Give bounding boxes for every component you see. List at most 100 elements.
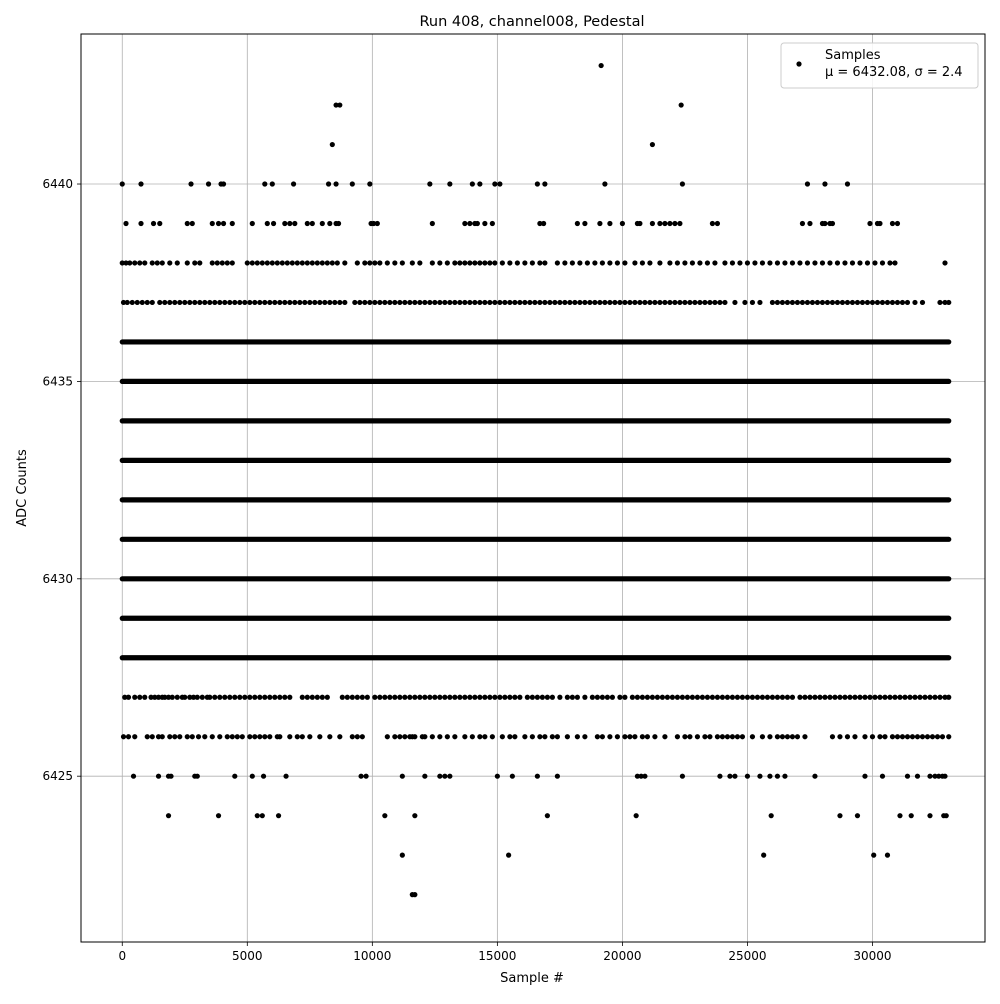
- data-point: [664, 694, 671, 700]
- x-tick-label: 15000: [478, 949, 516, 963]
- data-point: [422, 694, 428, 700]
- data-point: [319, 260, 325, 266]
- data-point: [889, 299, 896, 306]
- data-point: [822, 694, 828, 700]
- data-point: [259, 260, 265, 266]
- data-point: [169, 694, 175, 700]
- data-point: [682, 299, 688, 306]
- data-point: [667, 260, 673, 266]
- data-point: [167, 734, 173, 740]
- data-point: [842, 694, 848, 700]
- data-point: [270, 220, 277, 227]
- data-point: [177, 734, 183, 740]
- data-point: [167, 260, 173, 266]
- data-point: [123, 260, 129, 266]
- data-point: [594, 734, 600, 740]
- data-point: [649, 141, 656, 148]
- data-point: [267, 734, 273, 740]
- data-point: [387, 694, 393, 700]
- data-point: [694, 694, 701, 700]
- data-point: [702, 299, 708, 306]
- data-point: [188, 181, 194, 187]
- data-point: [374, 220, 380, 227]
- data-point: [677, 299, 683, 306]
- data-point: [904, 734, 911, 740]
- data-point: [335, 220, 342, 227]
- data-point: [804, 299, 811, 306]
- data-point: [447, 773, 453, 779]
- data-point: [242, 299, 248, 306]
- data-point: [574, 694, 580, 700]
- data-point: [862, 734, 868, 740]
- data-point: [539, 694, 545, 700]
- data-point: [602, 181, 608, 187]
- data-point: [517, 694, 523, 700]
- data-point: [699, 694, 706, 700]
- data-point: [942, 694, 948, 700]
- data-point: [871, 852, 877, 858]
- data-point: [412, 694, 418, 700]
- data-point: [362, 260, 368, 266]
- data-point: [447, 694, 453, 700]
- data-point: [912, 299, 918, 306]
- data-point: [224, 260, 230, 266]
- data-point: [774, 299, 781, 306]
- data-point: [672, 220, 678, 227]
- data-point: [894, 220, 901, 227]
- data-point: [927, 694, 933, 700]
- data-point: [357, 299, 363, 306]
- data-point: [946, 734, 952, 740]
- data-point: [562, 260, 568, 266]
- data-point: [482, 299, 488, 306]
- data-point: [562, 299, 568, 306]
- data-point: [689, 694, 696, 700]
- data-point: [687, 299, 693, 306]
- data-point: [842, 260, 848, 266]
- data-point: [849, 299, 856, 306]
- y-tick-label: 6430: [42, 572, 73, 586]
- data-point: [497, 299, 503, 306]
- data-point: [894, 299, 901, 306]
- data-point: [489, 734, 495, 740]
- data-point: [752, 260, 758, 266]
- data-point: [567, 299, 573, 306]
- data-point: [627, 734, 633, 740]
- data-point: [402, 734, 408, 740]
- data-point: [397, 694, 403, 700]
- data-point: [682, 734, 688, 740]
- data-point: [607, 734, 613, 740]
- data-point: [847, 694, 853, 700]
- data-point: [317, 734, 323, 740]
- data-point: [299, 694, 305, 700]
- data-point: [363, 773, 369, 779]
- data-point: [749, 299, 756, 306]
- x-tick-label: 5000: [232, 949, 263, 963]
- data-point: [319, 220, 325, 227]
- data-point: [859, 299, 866, 306]
- data-point: [754, 694, 761, 700]
- data-point: [247, 299, 253, 306]
- data-point: [194, 773, 200, 779]
- data-point: [541, 220, 547, 227]
- data-point: [757, 773, 763, 779]
- data-point: [254, 260, 260, 266]
- data-point: [184, 220, 190, 227]
- data-point: [919, 734, 926, 740]
- data-point: [872, 260, 878, 266]
- data-point: [497, 694, 503, 700]
- data-point: [382, 299, 388, 306]
- data-point: [722, 260, 728, 266]
- data-point: [922, 694, 928, 700]
- data-point: [474, 220, 480, 227]
- data-point: [877, 734, 883, 740]
- data-point: [552, 299, 558, 306]
- data-point: [744, 773, 751, 779]
- data-point: [769, 694, 776, 700]
- data-point: [123, 220, 129, 227]
- data-point: [282, 220, 288, 227]
- data-point: [202, 299, 208, 306]
- data-point: [522, 260, 528, 266]
- data-point: [162, 694, 168, 700]
- data-point: [304, 260, 310, 266]
